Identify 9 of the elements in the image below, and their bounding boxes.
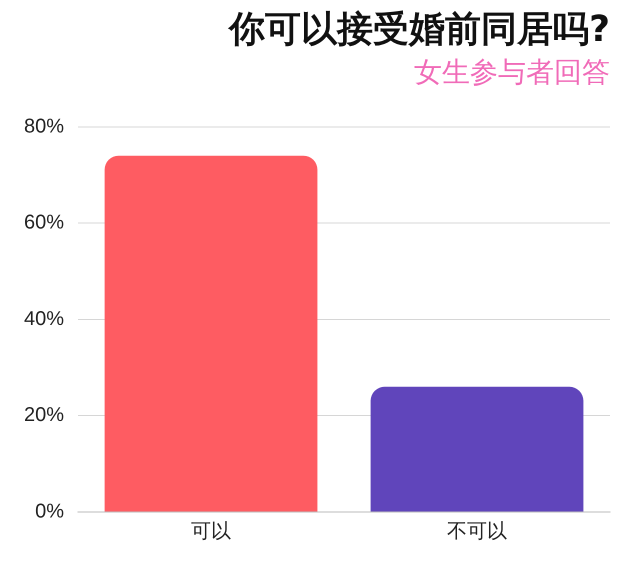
y-tick-label: 60% bbox=[24, 212, 64, 234]
chart-subtitle: 女生参与者回答 bbox=[414, 55, 610, 88]
y-tick-label: 20% bbox=[24, 404, 64, 426]
x-tick-label: 可以 bbox=[191, 520, 232, 543]
y-tick-label: 40% bbox=[24, 308, 64, 330]
y-tick-label: 80% bbox=[24, 115, 64, 138]
y-tick-label: 0% bbox=[35, 500, 64, 523]
chart-title: 你可以接受婚前同居吗? bbox=[227, 8, 610, 50]
x-tick-label: 不可以 bbox=[447, 520, 508, 543]
